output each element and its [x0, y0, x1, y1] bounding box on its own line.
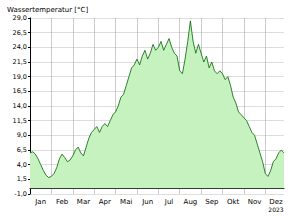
svg-text:Feb: Feb [56, 198, 69, 206]
svg-text:Jul: Jul [164, 198, 174, 206]
svg-text:Apr: Apr [99, 198, 111, 206]
svg-text:6,5: 6,5 [17, 146, 27, 154]
svg-text:Mai: Mai [120, 198, 132, 206]
svg-text:2023: 2023 [268, 206, 283, 213]
svg-text:29,0: 29,0 [13, 14, 27, 22]
svg-text:24,0: 24,0 [13, 43, 27, 51]
svg-text:9,0: 9,0 [17, 131, 27, 139]
svg-text:Wassertemperatur [°C]: Wassertemperatur [°C] [7, 6, 88, 14]
svg-text:Dez: Dez [269, 198, 283, 206]
svg-text:Jun: Jun [141, 198, 153, 206]
svg-text:14,0: 14,0 [13, 102, 27, 110]
svg-text:16,5: 16,5 [13, 87, 27, 95]
svg-text:Nov: Nov [248, 198, 262, 206]
svg-text:1,5: 1,5 [17, 175, 27, 183]
svg-text:Okt: Okt [227, 198, 240, 206]
svg-text:Aug: Aug [184, 198, 198, 206]
svg-text:26,5: 26,5 [13, 29, 27, 37]
svg-text:19,0: 19,0 [13, 73, 27, 81]
svg-text:4,0: 4,0 [17, 161, 27, 169]
svg-text:11,5: 11,5 [13, 117, 27, 125]
svg-text:21,5: 21,5 [13, 58, 27, 66]
svg-text:Jan: Jan [34, 198, 46, 206]
svg-text:-1,0: -1,0 [14, 190, 27, 198]
svg-text:Sep: Sep [205, 198, 219, 206]
svg-text:Mar: Mar [77, 198, 90, 206]
